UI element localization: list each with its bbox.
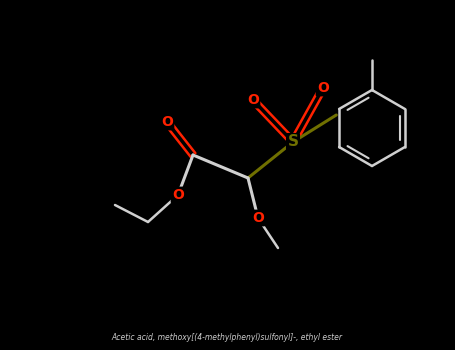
Text: Acetic acid, methoxy[(4-methylphenyl)sulfonyl]-, ethyl ester: Acetic acid, methoxy[(4-methylphenyl)sul…	[111, 334, 343, 343]
Text: S: S	[288, 134, 298, 149]
Text: O: O	[252, 211, 264, 225]
Text: O: O	[317, 81, 329, 95]
Text: O: O	[161, 115, 173, 129]
Text: O: O	[172, 188, 184, 202]
Text: O: O	[247, 93, 259, 107]
